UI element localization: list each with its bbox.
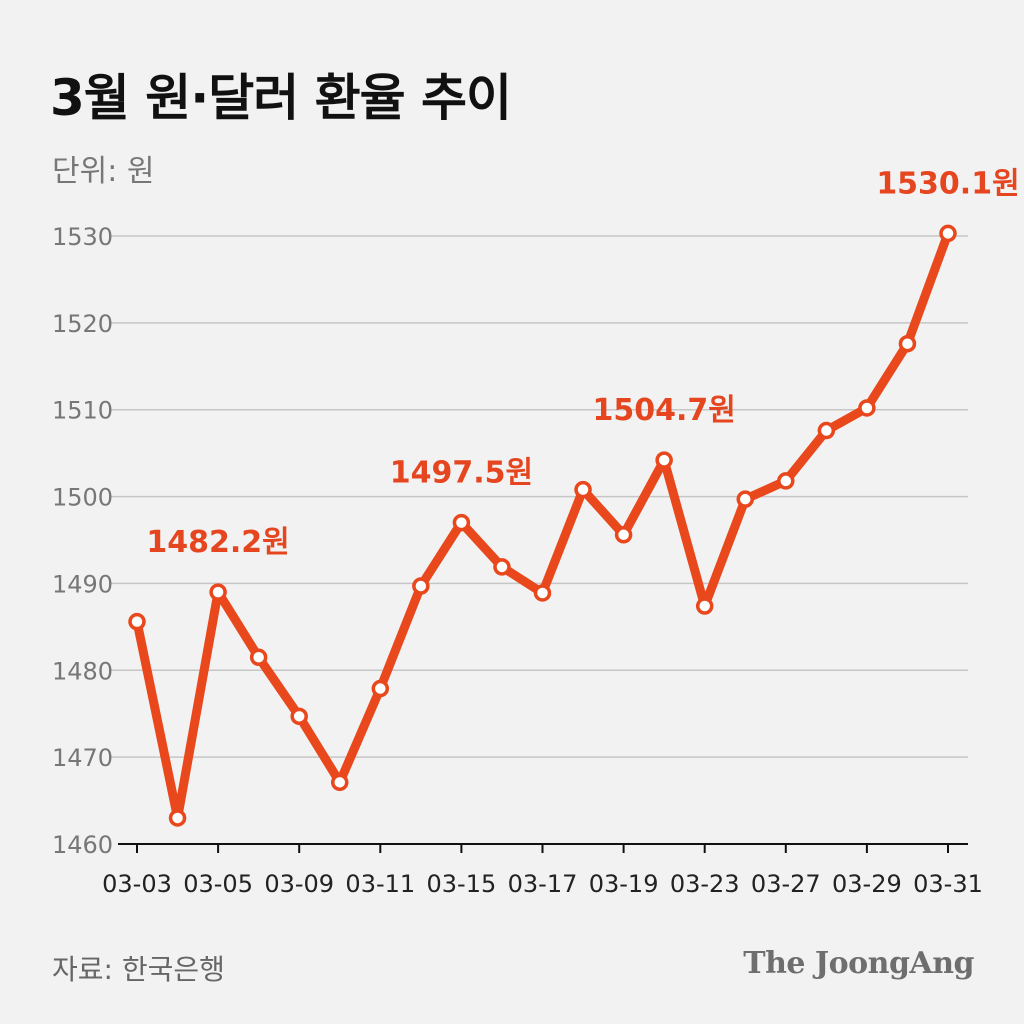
data-point <box>777 472 795 490</box>
data-callouts: 1482.2원 1497.5원 1504.7원 1530.1원 <box>146 166 1019 560</box>
x-tick-label: 03-19 <box>589 870 659 898</box>
source-label: 자료: 한국은행 <box>52 953 225 986</box>
y-tick-label: 1470 <box>52 744 113 772</box>
y-tick-label: 1480 <box>52 657 113 685</box>
unit-label: 단위: 원 <box>52 154 155 189</box>
x-tick-label: 03-31 <box>913 870 983 898</box>
y-tick-label: 1530 <box>52 223 113 251</box>
data-callout: 1497.5원 <box>390 456 533 491</box>
data-point <box>939 224 957 243</box>
data-point <box>209 583 227 601</box>
y-tick-label: 1510 <box>52 397 113 425</box>
data-point <box>412 577 430 595</box>
data-point <box>898 334 917 353</box>
data-point <box>331 773 349 792</box>
data-point <box>655 451 673 469</box>
data-point <box>695 597 714 615</box>
data-point <box>533 584 552 602</box>
data-point <box>128 612 146 631</box>
data-point <box>249 648 268 667</box>
y-tick-label: 1460 <box>52 831 113 859</box>
data-callout: 1504.7원 <box>592 393 735 428</box>
x-tick-label: 03-09 <box>264 870 334 898</box>
data-point <box>574 480 592 499</box>
x-tick-label: 03-27 <box>751 870 821 898</box>
chart-title: 3월 원·달러 환율 추이 <box>50 69 512 127</box>
gridlines <box>110 235 968 758</box>
data-point <box>614 526 633 544</box>
publisher-logo: The JoongAng <box>743 946 974 981</box>
y-tick-label: 1520 <box>52 310 113 338</box>
data-points <box>128 224 957 827</box>
data-point <box>858 399 876 417</box>
x-tick-label: 03-29 <box>832 870 902 898</box>
data-point <box>452 513 471 532</box>
x-tick-label: 03-05 <box>183 870 253 898</box>
x-tick-label: 03-11 <box>345 870 415 898</box>
y-axis-ticks: 1460 1470 1480 1490 1500 1510 1520 1530 <box>52 223 113 859</box>
y-tick-label: 1500 <box>52 484 113 512</box>
data-point <box>493 558 511 576</box>
data-point <box>168 809 187 827</box>
x-tick-label: 03-17 <box>508 870 578 898</box>
data-callout: 1482.2원 <box>146 525 289 560</box>
x-tick-label: 03-03 <box>102 870 172 898</box>
data-point <box>817 421 836 440</box>
x-axis: 03-03 03-05 03-09 03-11 03-15 03-17 03-19 03-23… <box>102 843 983 898</box>
data-callout: 1530.1원 <box>876 166 1019 201</box>
data-point <box>736 490 754 508</box>
data-point <box>371 679 390 698</box>
x-tick-label: 03-23 <box>670 870 740 898</box>
x-tick-label: 03-15 <box>427 870 497 898</box>
y-tick-label: 1490 <box>52 570 113 598</box>
data-point <box>290 707 308 726</box>
